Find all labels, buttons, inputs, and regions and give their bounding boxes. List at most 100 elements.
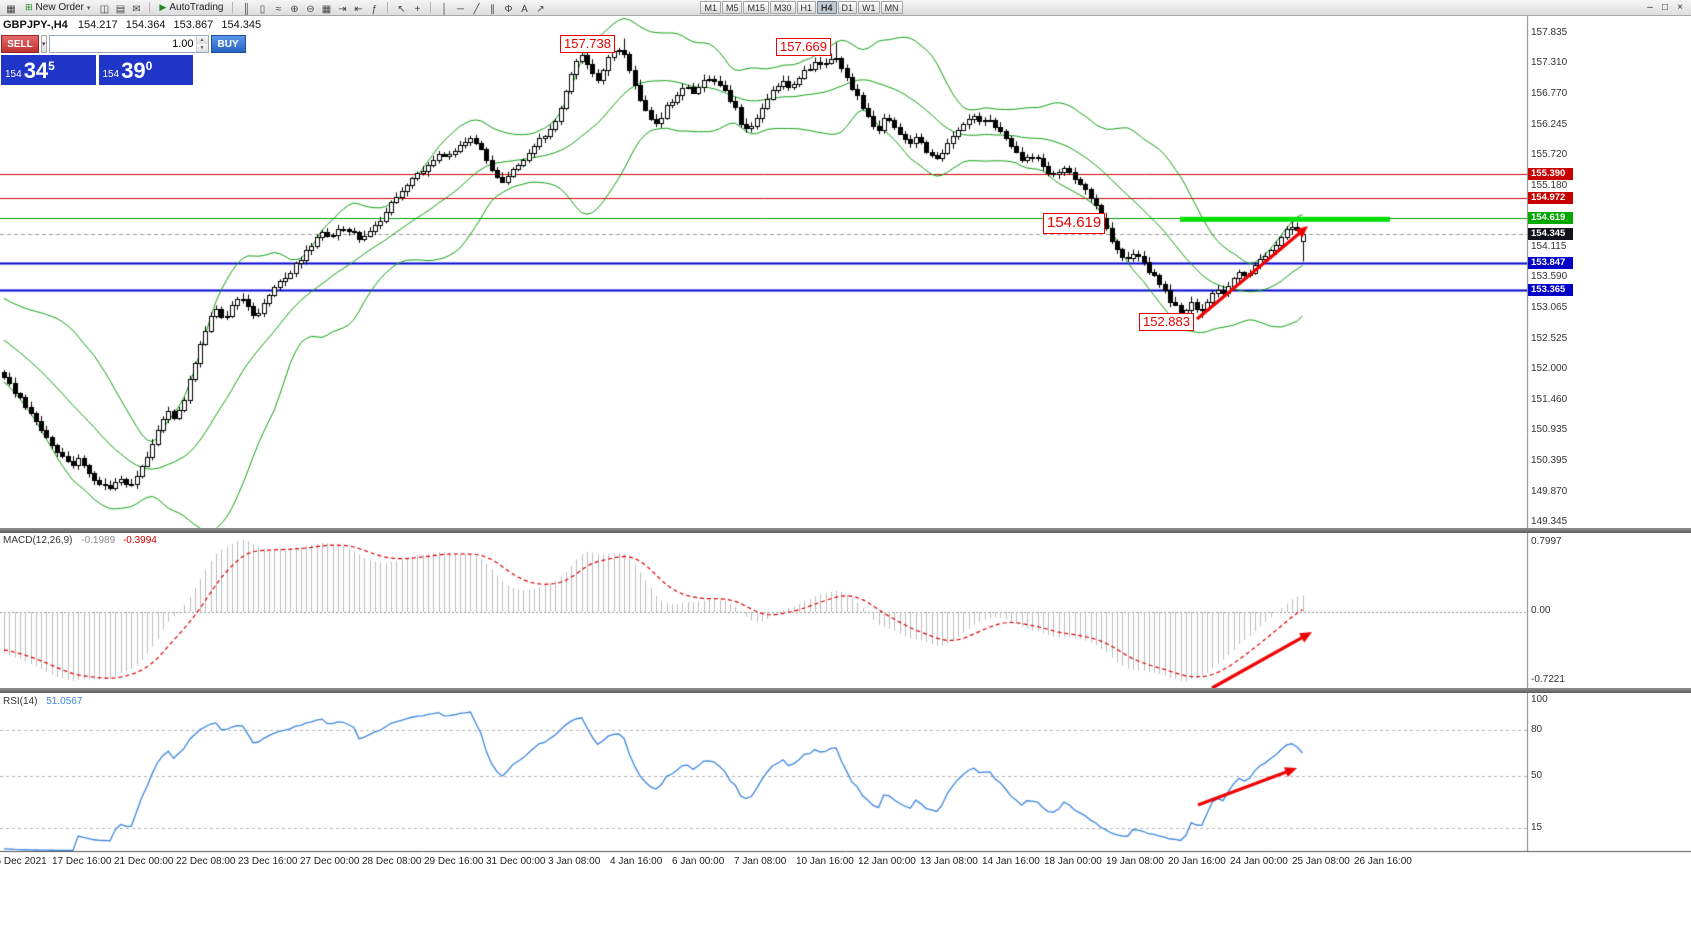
toolbar-group-drawing: │ ─ ╱ ∥ Φ A ↗ <box>436 0 548 17</box>
line-chart-icon[interactable]: ≈ <box>275 3 282 15</box>
toolbar-group-chart-tools: ║ ▯ ≈ ⊕ ⊖ ▦ ⇥ ⇤ ƒ <box>238 0 382 17</box>
toolbar-separator <box>149 2 151 13</box>
price-tick: 150.395 <box>1531 455 1568 467</box>
time-label: 12 Jan 00:00 <box>858 856 916 867</box>
candlestick-chart-icon[interactable]: ▯ <box>259 3 266 15</box>
open-value: 154.217 <box>77 19 118 31</box>
time-label: 19 Jan 08:00 <box>1106 856 1164 867</box>
price-annotation[interactable]: 152.883 <box>1139 313 1194 332</box>
time-label: 16 Dec 2021 <box>0 856 47 867</box>
rsi-tick: 80 <box>1531 724 1543 736</box>
price-annotation[interactable]: 157.669 <box>776 38 831 57</box>
price-tick: 152.525 <box>1531 332 1568 344</box>
time-label: 21 Dec 00:00 <box>114 856 174 867</box>
price-annotation[interactable]: 157.738 <box>560 35 615 54</box>
timeframe-MN[interactable]: MN <box>880 1 903 14</box>
timeframe-D1[interactable]: D1 <box>837 1 858 14</box>
price-level-badge: 153.847 <box>1528 256 1573 269</box>
volume-box: ▲ ▼ <box>48 35 209 53</box>
bar-chart-icon[interactable]: ║ <box>242 3 250 15</box>
bid-prefix: 154 <box>5 69 22 80</box>
panel-splitter[interactable] <box>0 688 1691 693</box>
new-order-label: New Order <box>35 2 84 13</box>
volume-down-button[interactable]: ▼ <box>196 44 208 52</box>
auto-scroll-icon[interactable]: ⇥ <box>338 3 347 15</box>
toolbar-separator <box>387 2 389 13</box>
time-label: 27 Dec 00:00 <box>300 856 360 867</box>
cursor-icon[interactable]: ↖ <box>397 3 406 15</box>
volume-up-button[interactable]: ▲ <box>196 36 208 44</box>
price-annotation[interactable]: 154.619 <box>1043 213 1106 234</box>
new-order-icon: ⊞ <box>25 2 33 12</box>
restore-icon[interactable]: □ <box>1661 2 1669 13</box>
timeframe-M30[interactable]: M30 <box>770 1 796 14</box>
autotrading-label: AutoTrading <box>169 2 224 13</box>
vertical-line-icon[interactable]: │ <box>441 3 448 15</box>
timeframe-M1[interactable]: M1 <box>700 1 721 14</box>
bid-pips: 34 <box>23 58 49 83</box>
panel-splitter[interactable] <box>0 528 1691 533</box>
time-label: 31 Dec 00:00 <box>486 856 546 867</box>
alerts-mail-icon[interactable]: ✉ <box>132 3 141 15</box>
close-value: 154.345 <box>221 19 262 31</box>
price-level-badge: 154.619 <box>1528 212 1573 225</box>
macd-scale-zero: 0.00 <box>1531 605 1551 616</box>
tile-windows-icon[interactable]: ▦ <box>321 3 332 15</box>
ask-price-display: 154 39 0 <box>98 55 193 85</box>
timeframe-W1[interactable]: W1 <box>858 1 880 14</box>
horizontal-line-icon[interactable]: ─ <box>456 3 464 15</box>
volume-input[interactable] <box>49 36 196 52</box>
rsi-value: 51.0567 <box>46 696 83 707</box>
time-label: 25 Jan 08:00 <box>1292 856 1350 867</box>
price-level-badge: 154.972 <box>1528 191 1573 204</box>
time-label: 4 Jan 16:00 <box>610 856 663 867</box>
indicators-icon[interactable]: ƒ <box>371 3 378 15</box>
chart-shift-icon[interactable]: ⇤ <box>354 3 363 15</box>
timeframe-M5[interactable]: M5 <box>721 1 743 14</box>
ask-prefix: 154 <box>102 69 120 80</box>
time-label: 29 Dec 16:00 <box>424 856 484 867</box>
autotrading-button[interactable]: ▶ AutoTrading <box>155 1 227 15</box>
minimize-icon[interactable]: – <box>1647 2 1653 13</box>
price-tick: 153.590 <box>1531 271 1568 283</box>
timeframe-M15[interactable]: M15 <box>743 1 769 14</box>
bid-point: 5 <box>48 59 55 73</box>
text-icon[interactable]: A <box>521 3 528 15</box>
close-icon[interactable]: × <box>1677 2 1683 13</box>
window-controls: – □ × <box>1644 2 1688 13</box>
bid-price-display: 154 34 5 <box>1 55 96 85</box>
order-mode-dropdown[interactable]: ▾ <box>41 35 47 53</box>
arrows-icon[interactable]: ↗ <box>536 3 545 15</box>
price-tick: 149.345 <box>1531 515 1568 527</box>
chart-profiles-icon[interactable]: ◫ <box>99 3 110 15</box>
time-label: 26 Jan 16:00 <box>1354 856 1412 867</box>
volume-stepper: ▲ ▼ <box>195 36 208 52</box>
low-value: 153.867 <box>173 19 214 31</box>
toolbar-separator <box>232 2 234 13</box>
new-order-button[interactable]: ⊞ New Order ▾ <box>21 1 94 15</box>
macd-scale-bottom: -0.7221 <box>1531 674 1565 685</box>
channel-icon[interactable]: ∥ <box>489 3 495 15</box>
timeframe-H4[interactable]: H4 <box>817 1 837 14</box>
price-tick: 153.065 <box>1531 301 1568 313</box>
new-chart-icon[interactable]: ▦ <box>6 3 16 15</box>
rsi-tick: 50 <box>1531 769 1543 781</box>
time-label: 13 Jan 08:00 <box>920 856 978 867</box>
sell-button[interactable]: SELL <box>1 35 39 53</box>
ask-pips: 39 <box>121 58 146 83</box>
market-watch-icon[interactable]: ▤ <box>115 3 126 15</box>
crosshair-icon[interactable]: + <box>414 3 421 15</box>
zoom-out-icon[interactable]: ⊖ <box>306 3 315 15</box>
one-click-trading-panel: SELL ▾ ▲ ▼ BUY 154 34 5 154 39 0 <box>1 35 246 85</box>
fibonacci-icon[interactable]: Φ <box>504 3 513 15</box>
time-label: 14 Jan 16:00 <box>982 856 1040 867</box>
timeframe-H1[interactable]: H1 <box>796 1 817 14</box>
zoom-in-icon[interactable]: ⊕ <box>290 3 299 15</box>
trendline-icon[interactable]: ╱ <box>473 3 480 15</box>
toolbar: ▦ ⊞ New Order ▾ ◫ ▤ ✉ ▶ AutoTrading ║ ▯ ≈ ⊕ ⊖ ▦… <box>0 0 1691 16</box>
symbol-period-label: GBPJPY-,H4 <box>3 19 68 31</box>
buy-button[interactable]: BUY <box>210 35 246 53</box>
macd-indicator-label: MACD(12,26,9) -0.1989 -0.3994 <box>3 535 157 546</box>
